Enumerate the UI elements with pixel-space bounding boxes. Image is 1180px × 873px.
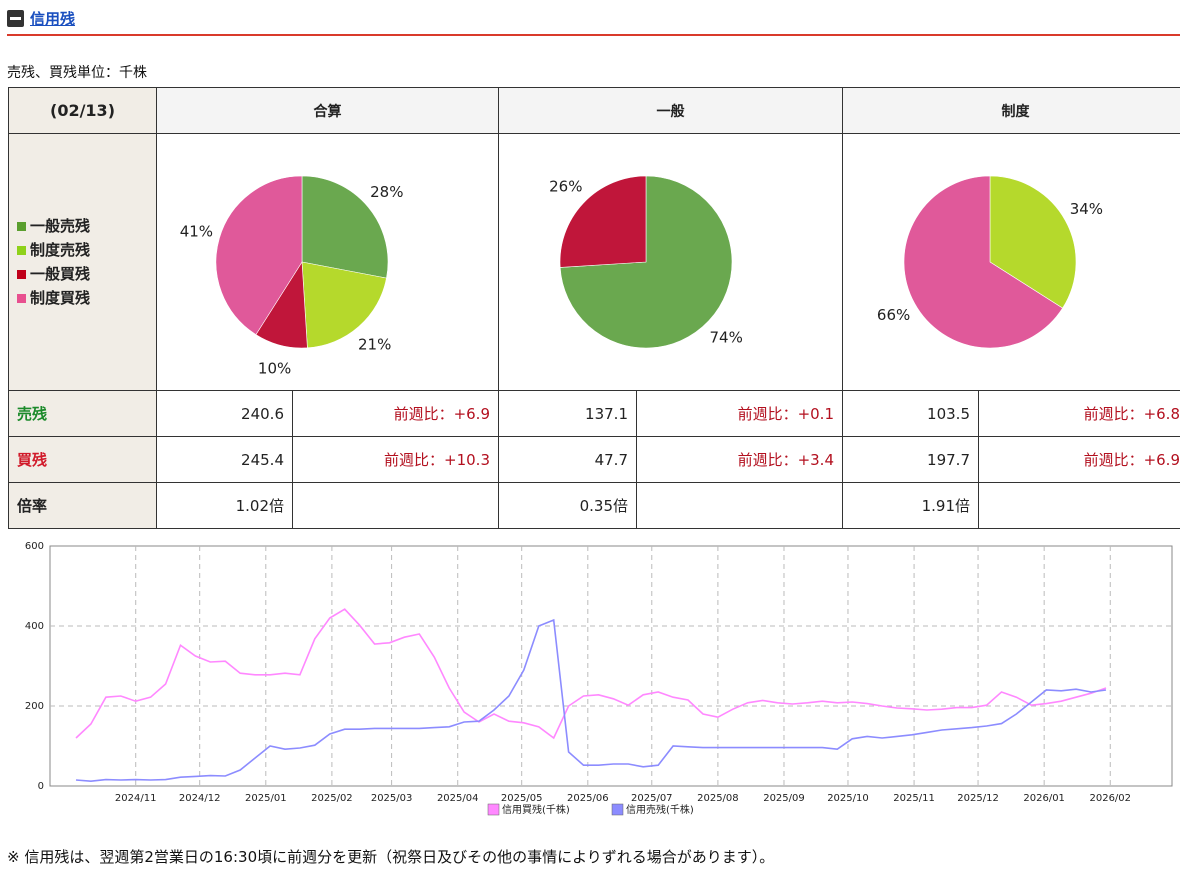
buy-value: 47.7 <box>498 436 637 483</box>
x-tick-label: 2026/02 <box>1089 793 1131 804</box>
header-divider <box>7 34 1180 36</box>
pie-percent-label: 41% <box>180 222 213 240</box>
buy-weekly-change: 前週比：+6.9 <box>978 436 1180 483</box>
row-label-buy: 買残 <box>8 436 157 483</box>
pie-percent-label: 74% <box>710 328 743 346</box>
x-tick-label: 2024/12 <box>179 793 221 804</box>
pie-percent-label: 34% <box>1070 200 1103 218</box>
x-tick-label: 2025/02 <box>311 793 353 804</box>
pie-slice <box>301 261 387 349</box>
empty-cell <box>292 482 499 529</box>
column-header-total: 合算 <box>156 87 499 134</box>
y-tick-label: 200 <box>25 701 44 712</box>
sell-weekly-change: 前週比：+6.8 <box>978 390 1180 437</box>
pie-percent-label: 21% <box>358 336 391 354</box>
legend-label: 一般買残 <box>30 265 91 283</box>
legend-item-system-buy: 制度買残 <box>17 286 156 310</box>
legend-label: 制度買残 <box>30 289 91 307</box>
section-title-link[interactable]: 信用残 <box>30 9 76 28</box>
x-tick-label: 2025/04 <box>437 793 479 804</box>
pie-chart-general: 74% 26% <box>549 175 743 349</box>
x-tick-label: 2024/11 <box>115 793 157 804</box>
x-tick-label: 2025/05 <box>501 793 543 804</box>
margin-balance-table: (02/13) 合算 一般 制度 一般売残 制度売残 一般買残 制度買残 <box>8 87 1180 529</box>
ratio-value: 1.02倍 <box>156 482 293 529</box>
unit-note: 売残、買残単位：千株 <box>7 65 147 81</box>
ratio-value: 1.91倍 <box>842 482 979 529</box>
pie-slice <box>989 175 1077 309</box>
legend-swatch <box>611 803 624 816</box>
pie-percent-label: 26% <box>549 178 582 196</box>
column-header-system: 制度 <box>842 87 1180 134</box>
buy-value: 197.7 <box>842 436 979 483</box>
column-header-general: 一般 <box>498 87 843 134</box>
buy-value: 245.4 <box>156 436 293 483</box>
legend-swatch <box>17 245 26 255</box>
line-chart: 0 200 400 600 2024/11 2024/12 2025/01 2025/02 20… <box>0 531 1180 836</box>
x-tick-label: 2025/01 <box>245 793 287 804</box>
legend-label: 制度売残 <box>30 241 91 259</box>
x-tick-label: 2025/11 <box>893 793 935 804</box>
sell-weekly-change: 前週比：+0.1 <box>636 390 843 437</box>
x-tick-label: 2025/08 <box>697 793 739 804</box>
pie-cell-general: 74% 26% <box>498 133 843 391</box>
date-cell: (02/13) <box>8 87 157 134</box>
pie-percent-label: 28% <box>370 183 403 201</box>
plot-area <box>49 545 1173 787</box>
pie-chart-row: 一般売残 制度売残 一般買残 制度買残 28% 21% 10% 41% 74% 26% … <box>8 133 1180 391</box>
legend-label: 一般売残 <box>30 217 91 235</box>
y-tick-label: 400 <box>25 621 44 632</box>
table-row-ratio: 倍率 1.02倍 0.35倍 1.91倍 <box>8 482 1180 529</box>
legend-label: 信用買残(千株) <box>502 803 570 816</box>
sell-weekly-change: 前週比：+6.9 <box>292 390 499 437</box>
y-tick-label: 600 <box>25 541 44 552</box>
table-header-row: (02/13) 合算 一般 制度 <box>8 87 1180 134</box>
pie-percent-label: 10% <box>258 360 291 378</box>
sell-value: 137.1 <box>498 390 637 437</box>
x-tick-label: 2025/09 <box>763 793 805 804</box>
collapse-icon[interactable] <box>7 9 24 27</box>
pie-cell-total: 28% 21% 10% 41% <box>156 133 499 391</box>
pie-cell-system: 34% 66% <box>842 133 1180 391</box>
table-row-buy: 買残 245.4 前週比：+10.3 47.7 前週比：+3.4 197.7 前… <box>8 436 1180 483</box>
pie-slice <box>215 175 303 336</box>
x-tick-label: 2025/03 <box>371 793 413 804</box>
x-tick-label: 2025/10 <box>827 793 869 804</box>
empty-cell <box>978 482 1180 529</box>
footnote: ※ 信用残は、翌週第2営業日の16:30頃に前週分を更新（祝祭日及びその他の事情… <box>7 848 775 866</box>
pie-chart-system: 34% 66% <box>877 175 1103 349</box>
legend-swatch <box>17 293 26 303</box>
y-tick-label: 0 <box>38 781 44 792</box>
legend-item-general-buy: 一般買残 <box>17 262 156 286</box>
legend-swatch <box>487 803 500 816</box>
series-line <box>75 608 1107 740</box>
legend-label: 信用売残(千株) <box>626 803 694 816</box>
legend-item-general-sell: 一般売残 <box>17 214 156 238</box>
x-tick-label: 2025/06 <box>567 793 609 804</box>
table-row-sell: 売残 240.6 前週比：+6.9 137.1 前週比：+0.1 103.5 前… <box>8 390 1180 437</box>
x-tick-label: 2025/07 <box>631 793 673 804</box>
pie-slice <box>903 175 1064 349</box>
sell-value: 240.6 <box>156 390 293 437</box>
buy-weekly-change: 前週比：+3.4 <box>636 436 843 483</box>
pie-slice <box>301 175 389 279</box>
pie-slice <box>559 175 647 268</box>
pie-chart-total: 28% 21% 10% 41% <box>180 175 403 378</box>
section-header: 信用残 <box>7 6 75 30</box>
series-line <box>75 618 1107 783</box>
sell-value: 103.5 <box>842 390 979 437</box>
legend-item-system-sell: 制度売残 <box>17 238 156 262</box>
row-label-sell: 売残 <box>8 390 157 437</box>
legend-swatch <box>17 221 26 231</box>
ratio-value: 0.35倍 <box>498 482 637 529</box>
buy-weekly-change: 前週比：+10.3 <box>292 436 499 483</box>
line-chart-svg: 0 200 400 600 2024/11 2024/12 2025/01 2025/02 20… <box>25 541 1173 816</box>
x-tick-label: 2025/12 <box>957 793 999 804</box>
legend-swatch <box>17 269 26 279</box>
pie-percent-label: 66% <box>877 306 910 324</box>
empty-cell <box>636 482 843 529</box>
x-tick-label: 2026/01 <box>1023 793 1065 804</box>
pie-legend: 一般売残 制度売残 一般買残 制度買残 <box>8 133 157 391</box>
row-label-ratio: 倍率 <box>8 482 157 529</box>
